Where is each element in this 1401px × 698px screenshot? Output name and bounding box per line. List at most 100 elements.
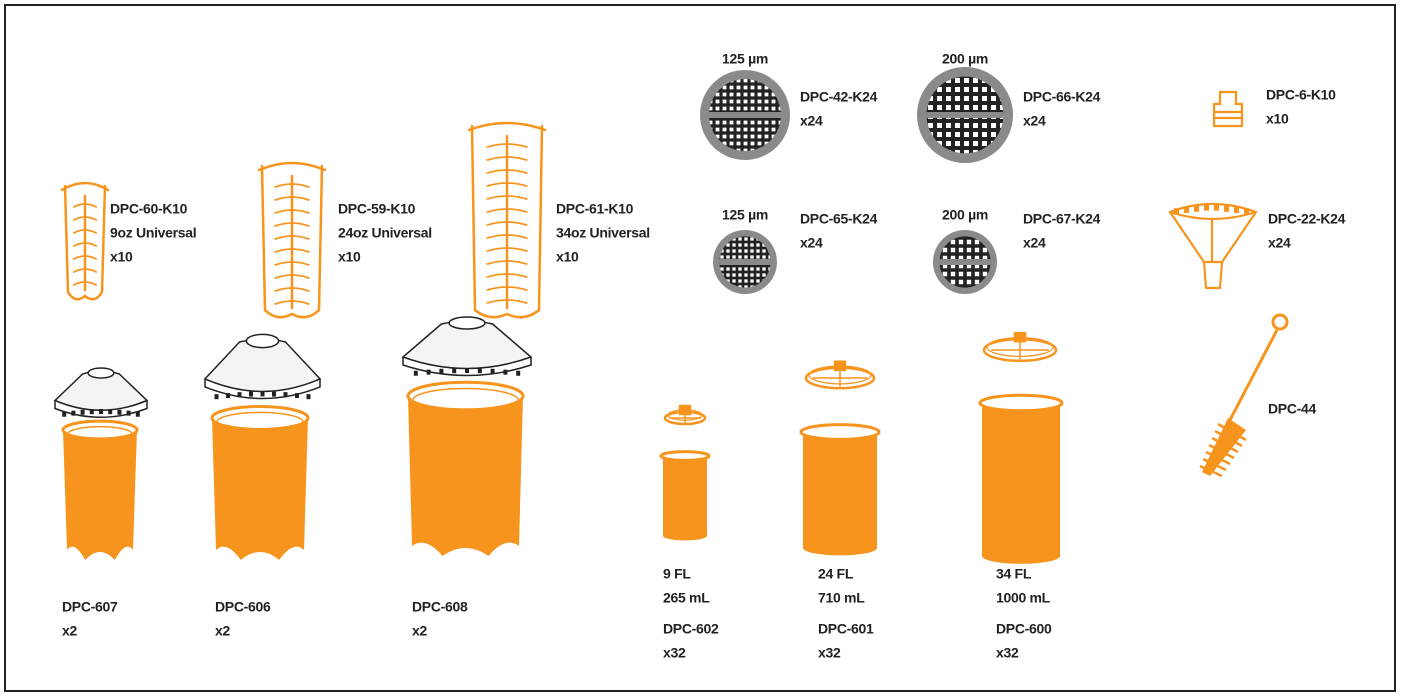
cup-tick [486, 234, 528, 239]
label: 9 FL [663, 566, 691, 582]
bristle [1214, 429, 1243, 448]
funnel-tab [1234, 207, 1239, 213]
funnel-tab [1184, 207, 1189, 213]
label: 200 µm [942, 51, 988, 67]
cup-tick [274, 183, 310, 188]
lid-notch [71, 410, 76, 416]
cup-tick [274, 248, 310, 253]
label: 24 FL [818, 566, 854, 582]
cylinder-top [978, 393, 1064, 413]
label: DPC-22-K24 [1268, 211, 1346, 227]
bristle [1217, 422, 1247, 442]
label: x2 [62, 623, 77, 639]
lid-notch [477, 368, 482, 374]
bristle [1208, 443, 1235, 460]
mesh-band [926, 112, 1004, 118]
label: DPC-60-K10 [110, 201, 188, 217]
frame [4, 4, 1396, 692]
lid-knob [1013, 331, 1027, 343]
lid-notch [490, 368, 495, 374]
lid-notch [108, 409, 113, 415]
funnel [1168, 202, 1258, 290]
label: 34oz Universal [556, 225, 650, 241]
lid-notch [283, 392, 288, 398]
label: x24 [1023, 235, 1046, 251]
cylinder-lid [663, 404, 707, 426]
label: x10 [556, 249, 579, 265]
lid-cap [245, 333, 280, 349]
label: x10 [110, 249, 133, 265]
cup-tick [486, 156, 528, 161]
bag-rim [61, 419, 139, 441]
label: x32 [663, 645, 686, 661]
label: DPC-66-K24 [1023, 89, 1101, 105]
cup-outline [467, 121, 547, 319]
funnel-tab [1244, 208, 1249, 215]
cup-tick [72, 268, 98, 273]
lid-notch [80, 409, 85, 415]
bag [63, 430, 137, 560]
universal-cup [467, 121, 547, 319]
label: 34 FL [996, 566, 1032, 582]
cup-tick [486, 195, 528, 200]
lid-spokes [812, 369, 868, 387]
label: DPC-42-K24 [800, 89, 878, 105]
funnel-tab [1204, 204, 1209, 211]
lid-notch [62, 411, 67, 417]
lid-notch [465, 368, 469, 373]
label: DPC-606 [215, 599, 271, 615]
label: x24 [1023, 113, 1046, 129]
lid-notch [452, 368, 457, 374]
cup-tick [274, 235, 310, 240]
label: 710 mL [818, 590, 865, 606]
lid-notch [413, 370, 418, 376]
cup-tick [486, 208, 528, 213]
cylinder-lid [982, 331, 1058, 363]
cup-tick [274, 209, 310, 214]
label: DPC-600 [996, 621, 1052, 637]
adapter [1212, 90, 1244, 128]
cup-tick [274, 261, 310, 266]
cup-tick [486, 260, 528, 265]
cup-tick [486, 143, 528, 148]
cup-tick [72, 216, 98, 221]
lid-notch [226, 393, 230, 399]
lid-notch [295, 393, 299, 399]
lid-notch [99, 409, 103, 414]
label: 125 µm [722, 51, 768, 67]
universal-cup [257, 161, 327, 319]
cup-tick [72, 203, 98, 208]
label: DPC-65-K24 [800, 211, 878, 227]
cylinder-base [803, 540, 877, 556]
cup-tick [72, 255, 98, 260]
mesh-band [939, 259, 991, 265]
cylinder-body [803, 432, 877, 548]
label: 9oz Universal [110, 225, 196, 241]
cup-tick [72, 242, 98, 247]
filter-screen [917, 67, 1013, 163]
lid-notch [306, 394, 311, 400]
bag-rim-inner [67, 425, 133, 443]
filter-screen [933, 230, 997, 294]
lid [203, 333, 322, 400]
label: DPC-601 [818, 621, 874, 637]
lid-notch [117, 409, 122, 415]
bag-rim-inner [412, 387, 519, 413]
lid-spokes [991, 341, 1049, 359]
label: DPC-6-K10 [1266, 87, 1336, 103]
label: 200 µm [942, 207, 988, 223]
bristle [1205, 450, 1231, 466]
label: x2 [215, 623, 230, 639]
label: x32 [818, 645, 841, 661]
brush-handle [1228, 329, 1279, 421]
cylinder-body [663, 456, 707, 536]
cup-tick [486, 169, 528, 174]
label: x10 [1266, 111, 1289, 127]
cup-tick [274, 274, 310, 279]
label: x2 [412, 623, 427, 639]
label: 125 µm [722, 207, 768, 223]
mesh-band [709, 112, 781, 118]
label: 1000 mL [996, 590, 1051, 606]
lid [53, 367, 149, 418]
bristle [1199, 464, 1223, 478]
